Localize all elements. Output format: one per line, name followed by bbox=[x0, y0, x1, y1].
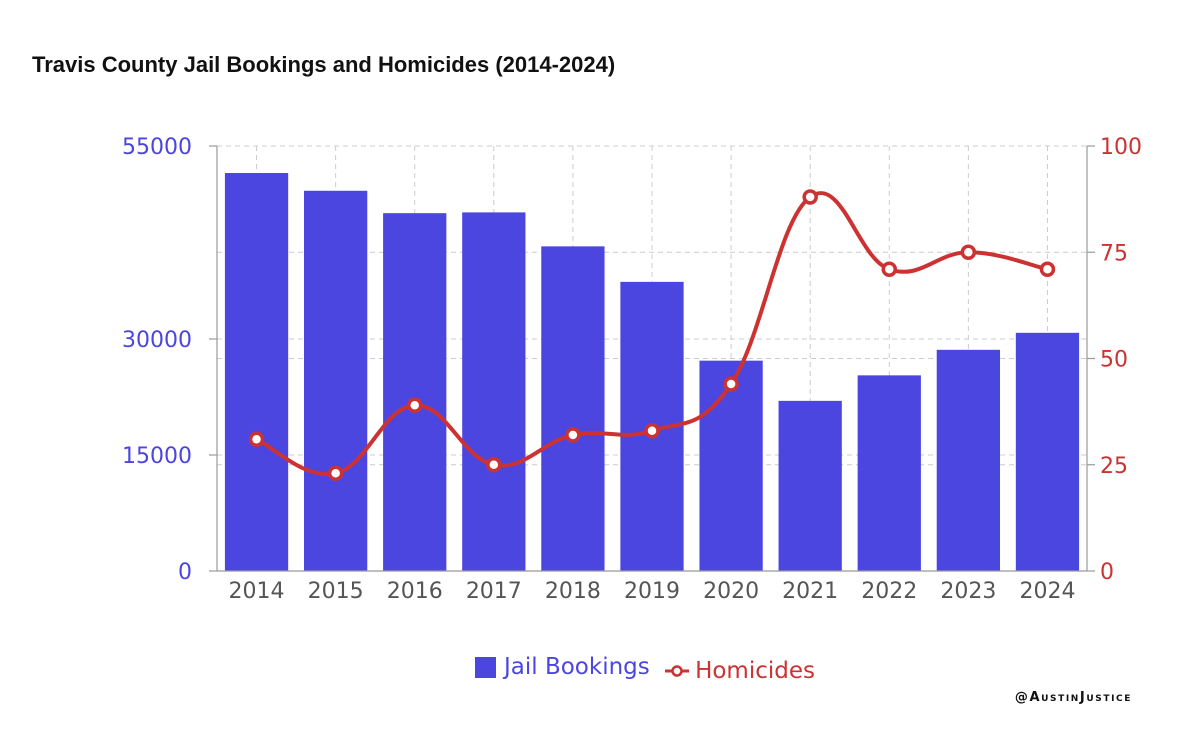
x-tick-label: 2023 bbox=[940, 579, 996, 604]
point-homicides-2015 bbox=[327, 465, 344, 481]
bar-2014 bbox=[224, 173, 289, 571]
watermark: @AustinJustice bbox=[1014, 690, 1132, 705]
point-homicides-2024 bbox=[1039, 261, 1056, 277]
legend-label-jail-bookings: Jail Bookings bbox=[503, 654, 650, 680]
bar-2018 bbox=[541, 246, 605, 572]
point-homicides-2014 bbox=[248, 431, 265, 447]
legend-item-homicides[interactable]: Homicides bbox=[665, 658, 815, 684]
left-tick-label: 0 bbox=[178, 560, 192, 585]
x-tick-label: 2016 bbox=[387, 579, 443, 604]
point-homicides-2021 bbox=[802, 189, 818, 205]
bar-2024 bbox=[1015, 332, 1080, 571]
x-tick-label: 2019 bbox=[624, 579, 680, 604]
right-tick-label: 0 bbox=[1100, 560, 1114, 585]
point-homicides-2016 bbox=[406, 397, 423, 413]
bar-2023 bbox=[936, 349, 1000, 571]
right-tick-label: 25 bbox=[1100, 454, 1128, 479]
line-series-homicides bbox=[248, 189, 1056, 481]
left-tick-label: 30000 bbox=[122, 328, 192, 353]
x-tick-label: 2020 bbox=[703, 579, 759, 604]
bar-2020 bbox=[699, 360, 763, 571]
point-homicides-2022 bbox=[881, 261, 898, 277]
legend-label-homicides: Homicides bbox=[695, 657, 815, 684]
x-tick-label: 2017 bbox=[466, 579, 522, 604]
bar-2015 bbox=[304, 190, 368, 571]
axes bbox=[209, 145, 1095, 572]
bar-2016 bbox=[383, 213, 447, 571]
chart-title: Travis County Jail Bookings and Homicide… bbox=[32, 52, 616, 77]
legend-item-jail-bookings[interactable]: Jail Bookings bbox=[474, 654, 650, 680]
legend: Jail Bookings Homicides bbox=[0, 654, 1199, 684]
right-tick-label: 50 bbox=[1100, 348, 1128, 373]
x-tick-label: 2015 bbox=[308, 579, 364, 604]
point-homicides-2019 bbox=[644, 423, 660, 439]
right-tick-label: 75 bbox=[1100, 241, 1128, 266]
x-tick-label: 2022 bbox=[861, 579, 917, 604]
bar-2022 bbox=[857, 375, 921, 571]
x-tick-label: 2018 bbox=[545, 579, 601, 604]
x-tick-label: 2024 bbox=[1019, 579, 1075, 604]
x-tick-label: 2021 bbox=[782, 579, 838, 604]
line-marker-swatch-icon bbox=[665, 664, 690, 677]
bar-swatch-icon bbox=[474, 656, 496, 678]
point-homicides-2018 bbox=[565, 427, 581, 443]
bar-series-jail-bookings bbox=[224, 173, 1080, 572]
x-tick-label: 2014 bbox=[229, 579, 285, 604]
bar-2017 bbox=[462, 212, 526, 571]
point-homicides-2023 bbox=[960, 244, 977, 260]
left-tick-label: 15000 bbox=[122, 444, 192, 469]
point-homicides-2020 bbox=[723, 376, 739, 392]
left-tick-label: 55000 bbox=[122, 135, 192, 160]
point-homicides-2017 bbox=[486, 457, 502, 473]
tick-labels: 0 15000 30000 55000 0 25 50 75 100 2014 2015 2016 20… bbox=[122, 135, 1142, 604]
bar-2021 bbox=[778, 400, 842, 571]
homicides-line-path bbox=[255, 191, 1048, 477]
right-tick-label: 100 bbox=[1100, 135, 1142, 160]
